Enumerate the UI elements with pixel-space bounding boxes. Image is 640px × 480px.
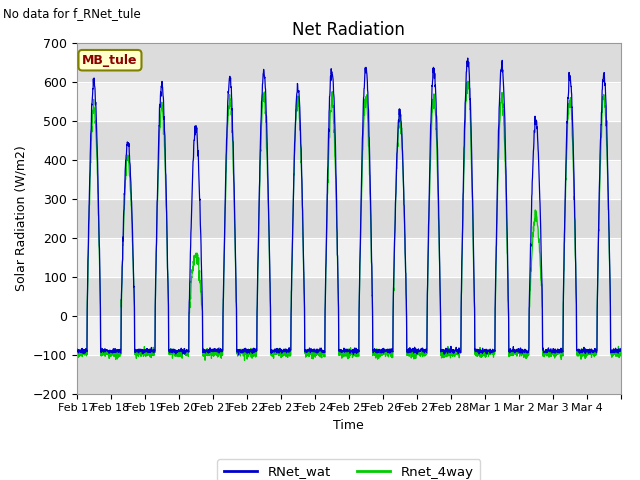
RNet_wat bbox=[513, 347, 521, 353]
Rnet_4way bbox=[245, 353, 253, 359]
Text: No data for f_RNet_tule: No data for f_RNet_tule bbox=[3, 7, 141, 20]
Bar bbox=[77, 160, 621, 199]
RNet_wat bbox=[127, 189, 135, 194]
Y-axis label: Solar Radiation (W/m2): Solar Radiation (W/m2) bbox=[14, 145, 27, 291]
Rnet_4way bbox=[381, 354, 389, 360]
Rnet_4way bbox=[617, 349, 625, 355]
Rnet_4way bbox=[127, 203, 135, 208]
Bar bbox=[77, 199, 621, 238]
RNet_wat bbox=[464, 55, 472, 61]
Legend: RNet_wat, Rnet_4way: RNet_wat, Rnet_4way bbox=[218, 459, 480, 480]
Rnet_4way bbox=[610, 351, 618, 357]
Bar bbox=[77, 355, 621, 394]
Bar bbox=[77, 316, 621, 355]
Rnet_4way bbox=[544, 348, 552, 353]
RNet_wat bbox=[610, 348, 618, 354]
Bar bbox=[77, 277, 621, 316]
Rnet_4way bbox=[73, 353, 81, 359]
Rnet_4way bbox=[464, 78, 472, 84]
Bar bbox=[77, 121, 621, 160]
RNet_wat bbox=[244, 347, 252, 352]
Text: MB_tule: MB_tule bbox=[82, 54, 138, 67]
Rnet_4way bbox=[513, 353, 521, 359]
Title: Net Radiation: Net Radiation bbox=[292, 21, 405, 39]
RNet_wat bbox=[544, 348, 552, 353]
Bar bbox=[77, 43, 621, 82]
Line: Rnet_4way: Rnet_4way bbox=[77, 81, 621, 360]
RNet_wat bbox=[349, 351, 357, 357]
Bar bbox=[77, 238, 621, 277]
RNet_wat bbox=[381, 348, 389, 354]
RNet_wat bbox=[617, 346, 625, 351]
RNet_wat bbox=[73, 346, 81, 352]
Line: RNet_wat: RNet_wat bbox=[77, 58, 621, 354]
X-axis label: Time: Time bbox=[333, 419, 364, 432]
Rnet_4way bbox=[241, 358, 248, 363]
Bar bbox=[77, 82, 621, 121]
